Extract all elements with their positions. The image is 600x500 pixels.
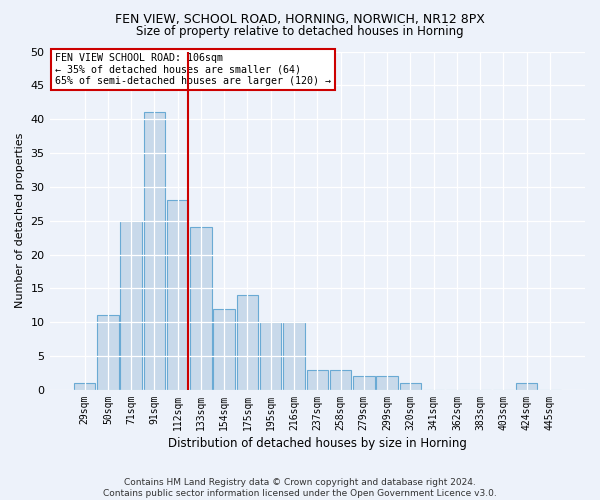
Y-axis label: Number of detached properties: Number of detached properties <box>15 133 25 308</box>
Bar <box>516 383 538 390</box>
Bar <box>121 220 142 390</box>
X-axis label: Distribution of detached houses by size in Horning: Distribution of detached houses by size … <box>168 437 467 450</box>
Bar <box>237 295 258 390</box>
Bar <box>167 200 188 390</box>
Text: Contains HM Land Registry data © Crown copyright and database right 2024.
Contai: Contains HM Land Registry data © Crown c… <box>103 478 497 498</box>
Bar <box>330 370 351 390</box>
Bar <box>143 112 165 390</box>
Bar <box>97 316 119 390</box>
Bar <box>307 370 328 390</box>
Bar <box>260 322 281 390</box>
Text: FEN VIEW, SCHOOL ROAD, HORNING, NORWICH, NR12 8PX: FEN VIEW, SCHOOL ROAD, HORNING, NORWICH,… <box>115 12 485 26</box>
Text: Size of property relative to detached houses in Horning: Size of property relative to detached ho… <box>136 25 464 38</box>
Bar <box>353 376 374 390</box>
Bar <box>376 376 398 390</box>
Bar <box>400 383 421 390</box>
Bar <box>74 383 95 390</box>
Bar <box>283 322 305 390</box>
Text: FEN VIEW SCHOOL ROAD: 106sqm
← 35% of detached houses are smaller (64)
65% of se: FEN VIEW SCHOOL ROAD: 106sqm ← 35% of de… <box>55 53 331 86</box>
Bar <box>214 308 235 390</box>
Bar <box>190 228 212 390</box>
